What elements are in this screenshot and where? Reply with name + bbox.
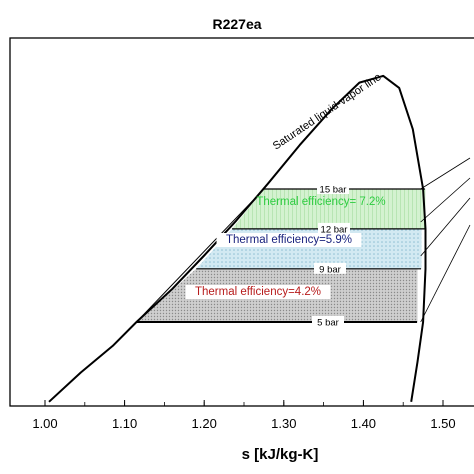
saturation-curve [48,74,427,403]
isobar-extension [420,157,471,190]
isobar-label-bg [318,222,350,234]
isobar-extension [420,197,471,257]
x-tick-label: 1.00 [32,416,57,431]
x-tick-label: 1.10 [112,416,137,431]
x-tick-label: 1.20 [192,416,217,431]
saturation-curve-label: Saturated liquid-vapor line [271,71,384,152]
x-axis-ticks: 1.00 1.10 1.20 1.30 1.40 1.50 [32,400,456,431]
cycle-regions [136,189,426,322]
chart-title: R227ea [212,16,261,32]
isobar-label: 12 bar [321,224,348,235]
compression-line [136,188,265,323]
efficiency-label: Thermal efficiency=4.2% [195,286,321,298]
x-axis-label: s [kJ/kg-K] [242,446,319,463]
isobar-label: 9 bar [319,264,341,275]
isobar-extension [420,224,471,323]
isobar-label-bg [312,316,344,327]
plot-frame [9,37,474,407]
isobar-label: 15 bar [320,185,347,196]
isobar-label-bg [314,262,346,274]
efficiency-label-bg [185,285,331,299]
cycle-region [232,189,426,229]
isobar-label-bg [317,183,349,194]
isobar-label: 5 bar [317,318,339,329]
saturation-curve-layer [48,74,427,403]
isobar-extension [420,177,471,223]
efficiency-label-bg [216,233,362,247]
x-tick-label: 1.40 [351,416,376,431]
x-tick-label: 1.50 [430,416,455,431]
efficiency-label: Thermal efficiency= 7.2% [256,196,385,208]
efficiency-label: Thermal efficiency=5.9% [226,234,352,246]
x-tick-label: 1.30 [271,416,296,431]
